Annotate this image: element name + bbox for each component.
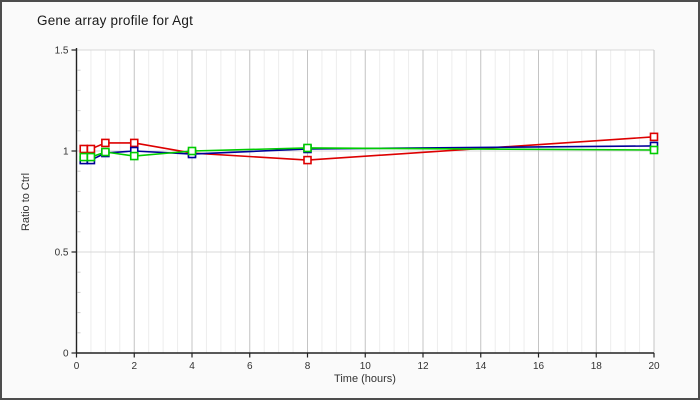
y-axis-title: Ratio to Ctrl xyxy=(20,172,32,232)
series-green-marker xyxy=(129,151,139,161)
series-red-marker xyxy=(101,138,110,148)
series-red-marker xyxy=(649,132,659,142)
series-green-marker xyxy=(649,145,659,155)
x-tick-label: 6 xyxy=(247,361,253,372)
x-tick-label: 10 xyxy=(360,361,372,372)
series-green-marker xyxy=(79,152,89,162)
series-green-marker xyxy=(187,146,197,156)
y-tick-label: 1.5 xyxy=(55,46,69,57)
x-tick-label: 8 xyxy=(305,361,311,372)
series-green-marker xyxy=(86,152,96,162)
x-tick-label: 4 xyxy=(189,361,195,372)
x-tick-label: 0 xyxy=(74,361,80,372)
x-tick-label: 16 xyxy=(533,361,545,372)
series-red-marker xyxy=(86,144,96,154)
y-tick-label: 0.5 xyxy=(55,248,69,259)
chart-title: Gene array profile for Agt xyxy=(37,13,194,28)
series-red-marker xyxy=(303,155,312,165)
x-tick-label: 20 xyxy=(648,361,660,372)
x-tick-label: 12 xyxy=(417,361,429,372)
series-red-marker xyxy=(79,144,89,154)
x-tick-label: 2 xyxy=(131,361,137,372)
series-red-marker xyxy=(129,138,139,148)
series-green-marker xyxy=(303,143,312,153)
y-tick-label: 0 xyxy=(63,349,69,360)
x-tick-label: 14 xyxy=(475,361,487,372)
series-green-marker xyxy=(101,147,110,157)
x-axis-title: Time (hours) xyxy=(334,373,396,385)
y-tick-label: 1 xyxy=(63,147,69,158)
x-tick-label: 18 xyxy=(591,361,603,372)
